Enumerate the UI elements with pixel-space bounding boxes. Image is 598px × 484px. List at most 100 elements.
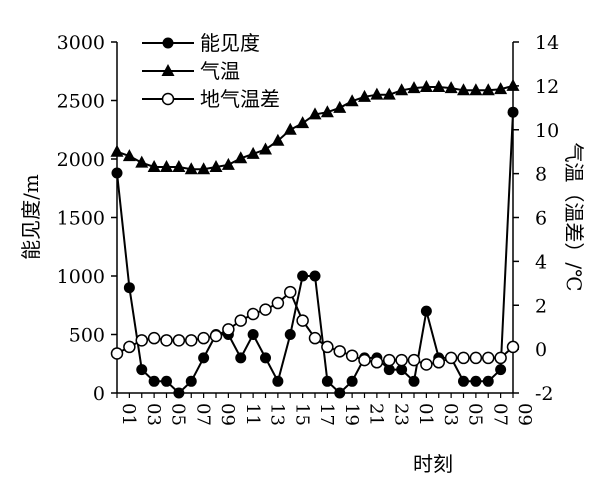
y-tick-label-right: 8 [535, 164, 547, 186]
data-point [469, 83, 483, 96]
data-point [296, 314, 309, 327]
data-point [308, 107, 322, 120]
data-point [420, 305, 432, 317]
series-layer [110, 78, 520, 399]
x-tick-label: 17 [316, 403, 337, 426]
data-point [470, 375, 482, 387]
y-tick-label-left: 0 [93, 383, 105, 405]
x-tick-label: 03 [143, 403, 164, 426]
legend-marker [161, 64, 175, 76]
data-point [482, 375, 494, 387]
data-point [160, 160, 173, 173]
data-point [308, 331, 322, 345]
data-point [358, 89, 371, 102]
x-axis-title: 时刻 [413, 452, 453, 476]
data-point [370, 87, 384, 100]
x-tick-label: 07 [489, 403, 510, 426]
data-point [234, 151, 248, 164]
data-point [110, 144, 124, 157]
x-tick-label: 05 [465, 403, 486, 426]
x-tick-label: 21 [366, 403, 387, 426]
legend-label: 气温 [200, 59, 240, 83]
y-tick-label-left: 3000 [57, 32, 105, 54]
data-point [407, 81, 421, 94]
data-point [246, 146, 260, 159]
data-point [246, 307, 260, 321]
data-point [197, 162, 211, 175]
data-point [507, 106, 519, 118]
x-tick-label: 23 [390, 403, 411, 426]
data-point [297, 270, 309, 282]
data-point [172, 334, 186, 347]
data-point [494, 82, 508, 95]
data-point [407, 353, 421, 367]
x-tick-label: 03 [440, 403, 461, 426]
data-point [432, 356, 445, 369]
x-tick-label: 11 [242, 403, 263, 426]
data-point [382, 87, 396, 100]
data-point [494, 351, 507, 365]
x-tick-label: 09 [514, 403, 535, 426]
data-point [444, 351, 458, 365]
data-point [333, 100, 347, 113]
x-tick-label: 19 [341, 403, 362, 426]
data-point [260, 352, 271, 364]
data-point [458, 375, 469, 387]
data-point [284, 329, 296, 340]
data-point [495, 364, 507, 376]
data-point [506, 340, 520, 354]
data-point [271, 133, 285, 146]
data-point [346, 375, 358, 387]
data-point [185, 375, 197, 387]
data-point [296, 116, 310, 129]
data-point [321, 375, 333, 387]
data-point [333, 345, 346, 358]
data-point [482, 351, 495, 365]
data-point [272, 375, 284, 387]
data-point [358, 353, 371, 367]
y-tick-label-right: -2 [535, 383, 554, 405]
data-point [209, 160, 223, 173]
data-point [420, 358, 433, 371]
x-tick-label: 07 [192, 403, 213, 426]
data-point [259, 142, 272, 155]
data-point [184, 162, 198, 175]
data-point [383, 353, 396, 367]
data-point [395, 83, 409, 96]
data-point [345, 349, 359, 362]
x-tick-label: 01 [415, 403, 436, 426]
legend-label: 能见度 [200, 31, 260, 55]
data-point [221, 157, 235, 170]
y-tick-label-right: 10 [535, 120, 559, 142]
data-point [457, 351, 470, 365]
data-point [370, 356, 384, 369]
series-2 [110, 78, 520, 175]
y-tick-label-right: 2 [535, 295, 547, 317]
data-point [284, 285, 297, 299]
legend-marker [161, 92, 175, 106]
y-axis-title-right: 气温（温差）/℃ [562, 142, 586, 291]
data-point [173, 387, 185, 399]
y-tick-label-right: 6 [535, 208, 547, 230]
y-tick-label-right: 14 [535, 32, 559, 54]
data-point [283, 122, 297, 135]
data-point [469, 351, 483, 365]
y-tick-label-left: 2500 [57, 91, 105, 113]
y-tick-label-left: 1500 [57, 208, 105, 230]
data-point [383, 364, 395, 376]
data-point [160, 334, 173, 347]
data-point [235, 352, 247, 364]
data-point [172, 160, 186, 173]
y-tick-label-right: 4 [535, 251, 547, 273]
data-point [345, 94, 359, 107]
y-tick-label-right: 0 [535, 339, 547, 361]
data-point [247, 329, 259, 340]
data-point [444, 81, 458, 94]
data-point [148, 375, 160, 387]
data-point [320, 105, 334, 118]
data-point [259, 303, 272, 316]
data-point [147, 160, 161, 173]
x-tick-label: 01 [118, 403, 139, 426]
data-point [209, 329, 223, 343]
